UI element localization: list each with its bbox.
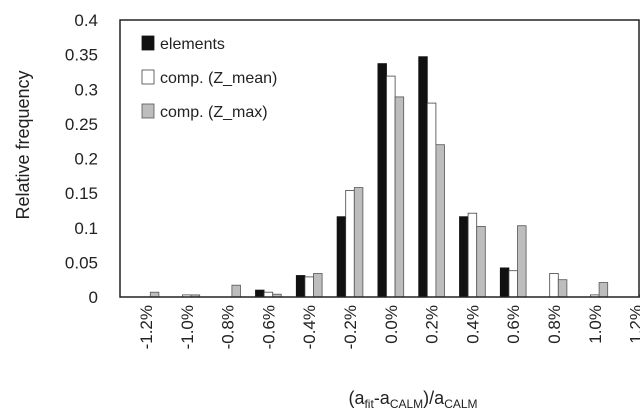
bar-comp-z-max <box>557 279 568 298</box>
x-tick-label: -0.4% <box>300 305 319 349</box>
legend-label-elements: elements <box>160 36 225 53</box>
y-axis-title: Relative frequency <box>13 70 33 219</box>
bar-comp-z-mean <box>345 189 355 298</box>
x-axis-ticks: -1.2% -1.0% -0.8% -0.6% -0.4% -0.2% 0.0% 0.2% 0.… <box>137 305 640 349</box>
bar-comp-z-max <box>598 282 609 298</box>
x-tick-label: 1.2% <box>627 305 640 344</box>
bar-comp-z-max <box>394 96 405 298</box>
bar-comp-z-mean <box>467 212 478 298</box>
bar-comp-z-max <box>313 273 323 298</box>
bar-elements <box>377 63 387 298</box>
y-axis-ticks: 0 0.05 0.1 0.15 0.2 0.25 0.3 0.35 0.4 <box>65 11 98 307</box>
x-tick-label: 0.4% <box>463 305 482 344</box>
bar-comp-z-max <box>476 225 486 298</box>
x-tick-label: 0.8% <box>545 305 564 344</box>
bar-elements <box>295 275 306 298</box>
x-tick-label: -0.2% <box>341 305 360 349</box>
legend: elements comp. (Z_mean) comp. (Z_max) <box>141 35 277 121</box>
y-tick-label: 0.35 <box>65 46 98 65</box>
bar-comp-z-max <box>517 225 527 298</box>
x-tick-label: 0.0% <box>382 305 401 344</box>
bar-comp-z-mean <box>386 75 396 298</box>
bar-comp-z-mean <box>304 276 314 298</box>
bar-elements <box>336 216 347 298</box>
y-tick-label: 0.25 <box>65 115 98 134</box>
bar-elements <box>255 289 265 298</box>
x-tick-label: 0.2% <box>423 305 442 344</box>
x-tick-label: 0.6% <box>504 305 523 344</box>
bar-comp-z-mean <box>549 273 559 298</box>
legend-swatch-elements <box>141 35 155 51</box>
y-tick-label: 0.3 <box>74 80 98 99</box>
plot-frame <box>119 19 640 298</box>
bars <box>149 56 640 298</box>
bar-comp-z-max <box>435 144 445 298</box>
x-tick-label: -0.8% <box>219 305 238 349</box>
bar-elements <box>459 216 469 298</box>
y-tick-label: 0.2 <box>74 150 98 169</box>
y-tick-label: 0.05 <box>65 253 98 272</box>
legend-swatch-comp-z-mean <box>141 69 155 85</box>
x-tick-label: -1.2% <box>137 305 156 349</box>
legend-label-comp-z-mean: comp. (Z_mean) <box>160 70 277 87</box>
bar-elements <box>499 267 510 298</box>
y-tick-label: 0.15 <box>65 184 98 203</box>
bar-comp-z-mean <box>426 102 437 298</box>
legend-swatch-comp-z-max <box>141 103 155 119</box>
x-tick-label: -1.0% <box>178 305 197 349</box>
y-tick-label: 0 <box>89 288 98 307</box>
bar-comp-z-max <box>231 284 241 298</box>
x-axis-title: (afit-aCALM)/aCALM <box>348 388 477 411</box>
x-tick-label: 1.0% <box>586 305 605 344</box>
bar-comp-z-max <box>353 187 364 298</box>
y-tick-label: 0.1 <box>74 219 98 238</box>
bar-elements <box>418 56 428 298</box>
y-tick-label: 0.4 <box>74 11 98 30</box>
legend-label-comp-z-max: comp. (Z_max) <box>160 104 268 121</box>
bar-comp-z-mean <box>508 270 518 298</box>
x-tick-label: -0.6% <box>259 305 278 349</box>
